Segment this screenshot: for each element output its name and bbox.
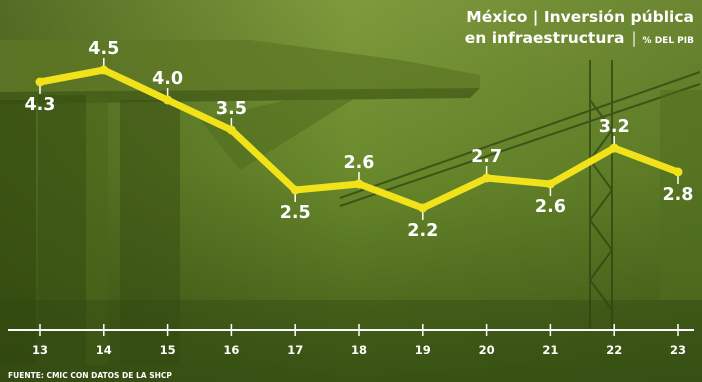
chart-title: México | Inversión pública xyxy=(466,8,694,27)
data-point xyxy=(290,185,300,195)
data-point xyxy=(673,167,683,177)
x-tick-label: 17 xyxy=(287,343,303,357)
chart-title-line2: en infraestructura xyxy=(465,29,625,47)
source-note: FUENTE: CMIC CON DATOS DE LA SHCP xyxy=(8,371,172,380)
data-label: 2.7 xyxy=(471,147,502,167)
chart-subtitle: en infraestructura | % DEL PIB xyxy=(465,29,694,47)
x-tick-label: 19 xyxy=(415,343,431,357)
data-point xyxy=(418,203,428,213)
data-label: 2.6 xyxy=(535,197,566,217)
x-tick-label: 22 xyxy=(606,343,622,357)
data-label: 4.5 xyxy=(88,39,119,59)
chart-unit: % DEL PIB xyxy=(643,36,695,46)
data-point xyxy=(609,143,619,153)
title-separator: | xyxy=(631,29,636,47)
x-tick-label: 23 xyxy=(670,343,686,357)
chart-header: México | Inversión pública en infraestru… xyxy=(465,8,694,47)
x-tick-label: 13 xyxy=(32,343,48,357)
data-point xyxy=(226,125,236,135)
x-tick-label: 18 xyxy=(351,343,367,357)
data-label: 3.2 xyxy=(599,117,630,137)
data-point xyxy=(35,77,45,87)
x-tick-label: 15 xyxy=(160,343,176,357)
data-point xyxy=(99,65,109,75)
data-label: 4.0 xyxy=(152,69,183,89)
x-tick-label: 20 xyxy=(479,343,495,357)
data-label: 2.6 xyxy=(343,153,374,173)
data-label: 2.2 xyxy=(407,221,438,241)
data-label: 2.8 xyxy=(662,185,693,205)
data-label: 4.3 xyxy=(24,95,55,115)
data-point xyxy=(163,95,173,105)
data-point xyxy=(545,179,555,189)
data-label: 2.5 xyxy=(280,203,311,223)
data-point xyxy=(354,179,364,189)
data-points xyxy=(35,65,683,213)
x-tick-label: 21 xyxy=(542,343,558,357)
x-tick-label: 14 xyxy=(96,343,112,357)
data-labels: 4.3 4.5 4.0 3.5 2.5 2.6 2.2 2.7 2.6 3.2 2.8 xyxy=(24,39,693,241)
data-point xyxy=(482,173,492,183)
x-tick-label: 16 xyxy=(223,343,239,357)
x-axis-ticks: 13 14 15 16 17 18 19 20 21 22 23 xyxy=(32,324,686,357)
data-label: 3.5 xyxy=(216,99,247,119)
